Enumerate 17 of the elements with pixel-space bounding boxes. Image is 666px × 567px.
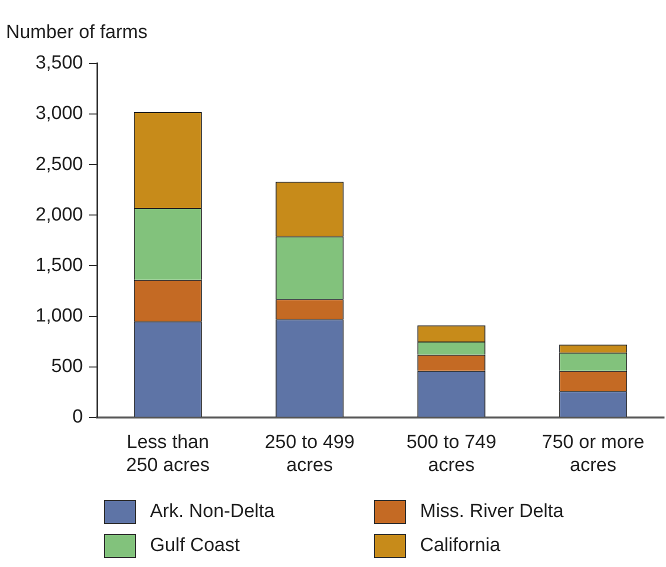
y-tick-label: 1,000 bbox=[35, 305, 83, 326]
y-tick-label: 3,000 bbox=[35, 103, 83, 124]
y-tick-label: 1,500 bbox=[35, 254, 83, 276]
y-tick-label: 3,500 bbox=[35, 52, 83, 74]
legend-label: Gulf Coast bbox=[150, 535, 240, 557]
x-tick-label: 750 or more acres bbox=[542, 432, 644, 476]
y-tick-label: 2,000 bbox=[35, 204, 83, 226]
x-tick-label: Less than 250 acres bbox=[126, 432, 210, 476]
y-tick-label: 500 bbox=[51, 356, 83, 378]
legend-label: Miss. River Delta bbox=[420, 501, 564, 523]
legend-label: California bbox=[420, 535, 500, 557]
y-axis-title: Number of farms bbox=[6, 22, 148, 44]
y-tick-label: 2,500 bbox=[35, 154, 83, 175]
x-tick-label: 500 to 749 acres bbox=[406, 432, 496, 476]
legend-label: Ark. Non-Delta bbox=[150, 501, 275, 523]
x-tick-label: 250 to 499 acres bbox=[264, 432, 355, 476]
y-tick-label: 0 bbox=[72, 406, 83, 428]
